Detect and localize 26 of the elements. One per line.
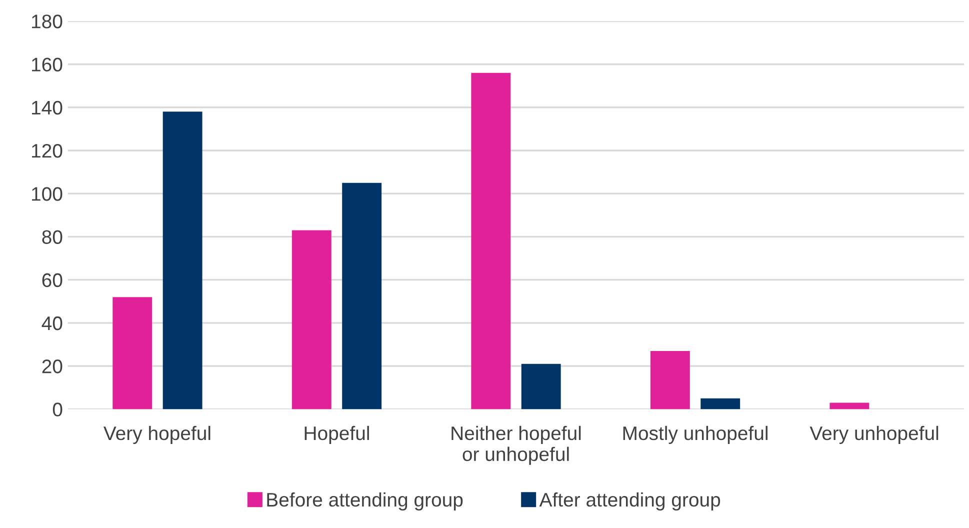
x-tick-label: Neither hopeful or unhopeful	[452, 426, 581, 465]
x-tick-label: Hopeful	[304, 426, 369, 444]
bar	[650, 350, 690, 410]
legend-label: Before attending group	[267, 492, 463, 510]
y-tick-label: 160	[32, 58, 62, 72]
bar	[830, 402, 870, 410]
y-tick-label: 120	[32, 144, 62, 158]
bar	[700, 398, 740, 410]
bar	[471, 72, 511, 410]
legend-label: After attending group	[539, 492, 720, 510]
y-tick-label: 180	[32, 14, 62, 28]
y-tick-label: 0	[52, 402, 62, 416]
y-tick-label: 140	[32, 100, 62, 115]
bar	[292, 230, 332, 410]
y-tick-label: 20	[42, 360, 62, 374]
y-tick-label: 100	[32, 187, 62, 201]
bar	[162, 112, 202, 410]
x-tick-label: Very unhopeful	[810, 426, 938, 444]
bar	[342, 182, 382, 410]
bar	[112, 297, 152, 410]
bar	[521, 364, 561, 410]
y-tick-label: 60	[42, 273, 62, 288]
y-tick-label: 40	[42, 316, 62, 330]
x-tick-label: Very hopeful	[104, 426, 210, 444]
y-tick-label: 80	[42, 230, 62, 244]
x-tick-label: Mostly unhopeful	[623, 426, 768, 444]
